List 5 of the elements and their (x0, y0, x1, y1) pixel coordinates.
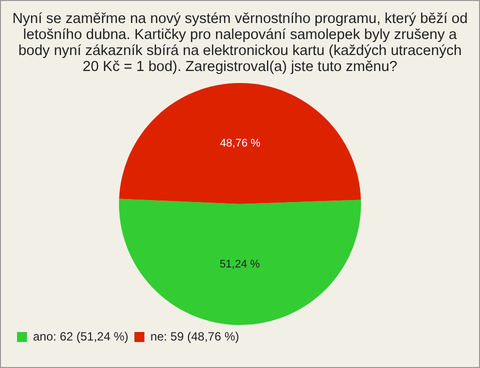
data-label: 48,76 % (220, 138, 261, 150)
chart-title: Nyní se zaměřme na nový systém věrnostního programu, který běží od letošního dubna. Kartičky pro nalepování samolepek byly zrušeny a body nyní zákazník sbírá na elektronickou kartu (každých utracených 20 Kč = 1 bod). Zaregistroval(a) jste tuto změnu? (11, 11, 469, 75)
legend-label: ano: 62 (51,24 %) (33, 329, 128, 344)
legend-label: ne: 59 (48,76 %) (150, 329, 240, 344)
data-label: 51,24 % (220, 258, 260, 271)
